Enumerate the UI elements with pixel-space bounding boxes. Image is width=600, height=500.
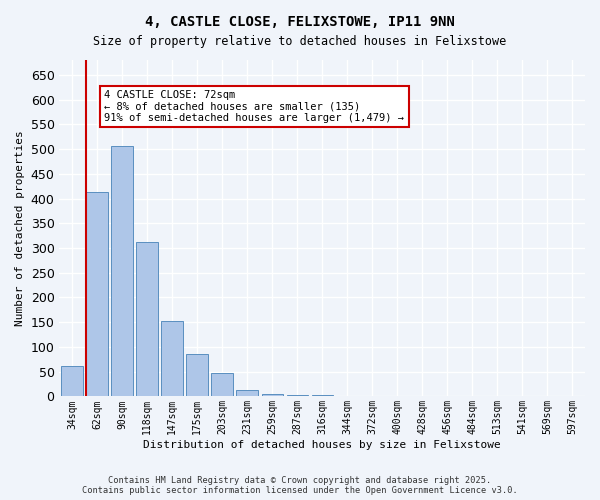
Text: 4 CASTLE CLOSE: 72sqm
← 8% of detached houses are smaller (135)
91% of semi-deta: 4 CASTLE CLOSE: 72sqm ← 8% of detached h… [104, 90, 404, 123]
Y-axis label: Number of detached properties: Number of detached properties [15, 130, 25, 326]
Bar [61, 366, 83, 396]
Bar [161, 320, 182, 396]
X-axis label: Distribution of detached houses by size in Felixstowe: Distribution of detached houses by size … [143, 440, 501, 450]
Bar [86, 192, 107, 396]
Bar [236, 390, 258, 396]
Bar [287, 395, 308, 396]
Text: Contains HM Land Registry data © Crown copyright and database right 2025.
Contai: Contains HM Land Registry data © Crown c… [82, 476, 518, 495]
Bar [136, 242, 158, 396]
Bar [187, 354, 208, 397]
Text: Size of property relative to detached houses in Felixstowe: Size of property relative to detached ho… [94, 35, 506, 48]
Text: 4, CASTLE CLOSE, FELIXSTOWE, IP11 9NN: 4, CASTLE CLOSE, FELIXSTOWE, IP11 9NN [145, 15, 455, 29]
Bar [211, 373, 233, 396]
Bar [262, 394, 283, 396]
Bar [112, 146, 133, 397]
